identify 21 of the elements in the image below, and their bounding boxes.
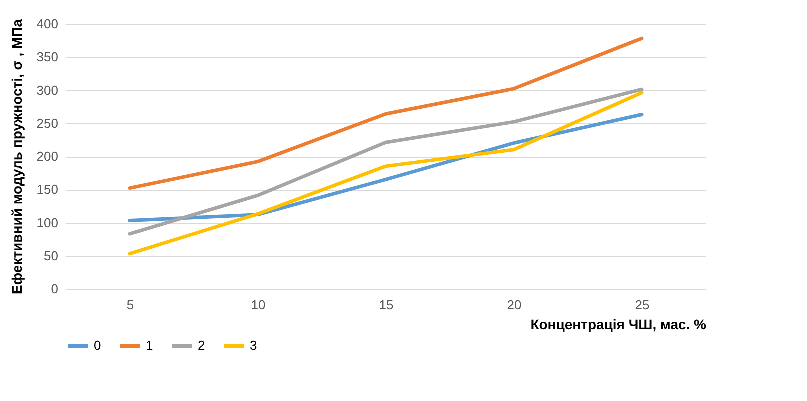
legend-label: 3 — [250, 338, 258, 353]
legend-label: 2 — [198, 338, 206, 353]
y-tick-label: 400 — [36, 16, 58, 32]
legend-label: 1 — [146, 338, 154, 353]
y-tick-label: 150 — [36, 182, 58, 198]
y-axis-title: Ефективний модуль пружності, σ , МПа — [8, 19, 25, 295]
y-tick-label: 100 — [36, 215, 58, 230]
y-tick-label: 0 — [51, 282, 58, 296]
x-tick-label: 5 — [126, 298, 134, 312]
y-tick-label: 200 — [36, 149, 58, 164]
y-tick-label: 300 — [36, 82, 58, 98]
legend-label: 0 — [94, 338, 102, 353]
y-tick-label: 250 — [36, 116, 58, 131]
y-tick-label: 350 — [36, 50, 58, 65]
x-tick-label: 20 — [507, 298, 522, 312]
line-series — [128, 36, 644, 190]
x-axis-title: Концентрація ЧШ, мас. % — [530, 316, 708, 332]
x-tick-label: 15 — [379, 298, 394, 312]
x-tick-label: 10 — [251, 298, 266, 312]
x-tick-label: 25 — [635, 298, 650, 312]
y-tick-label: 50 — [44, 248, 58, 264]
